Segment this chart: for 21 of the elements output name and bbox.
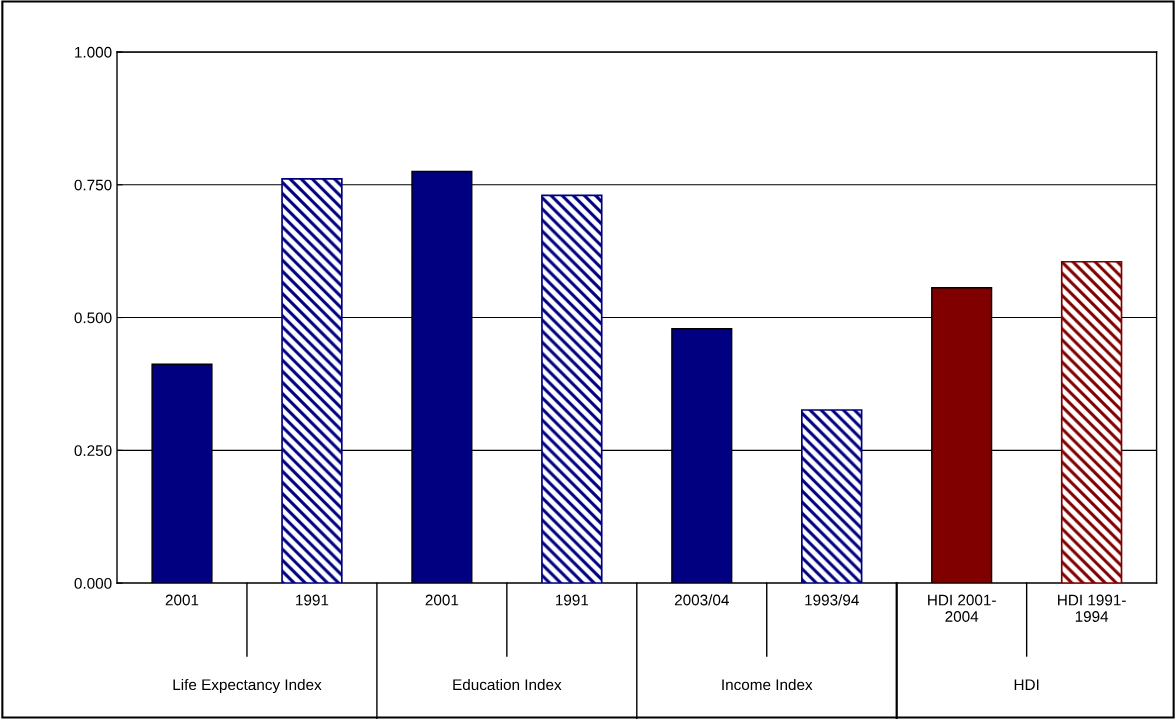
bar — [541, 194, 603, 584]
bar — [281, 178, 343, 584]
x-tick-label: HDI 2001- 2004 — [928, 594, 996, 622]
x-tick-label: 1991 — [556, 594, 589, 606]
text: Life Expectancy Index — [173, 678, 322, 694]
y-tick-label: 0.000 — [74, 577, 112, 589]
y-tick-label: 1.000 — [75, 46, 112, 58]
x-tick-label: 2001 — [165, 594, 199, 606]
text: Income Index — [722, 678, 813, 691]
y-tick-label: 0.500 — [74, 312, 112, 324]
text: HDI — [1014, 679, 1039, 690]
x-tick-label: 2003/04 — [674, 594, 729, 606]
x-tick-label: 1991 — [296, 594, 329, 606]
x-tick-label: HDI 1991- 1994 — [1058, 594, 1126, 622]
text: Education Index — [453, 678, 562, 691]
x-tick-label: 2001 — [425, 594, 459, 606]
y-tick-label: 0.250 — [74, 445, 112, 457]
bar — [1060, 260, 1123, 584]
y-tick-label: 0.750 — [74, 179, 112, 191]
bar — [801, 409, 863, 584]
x-tick-label: 1993/94 — [805, 594, 859, 606]
